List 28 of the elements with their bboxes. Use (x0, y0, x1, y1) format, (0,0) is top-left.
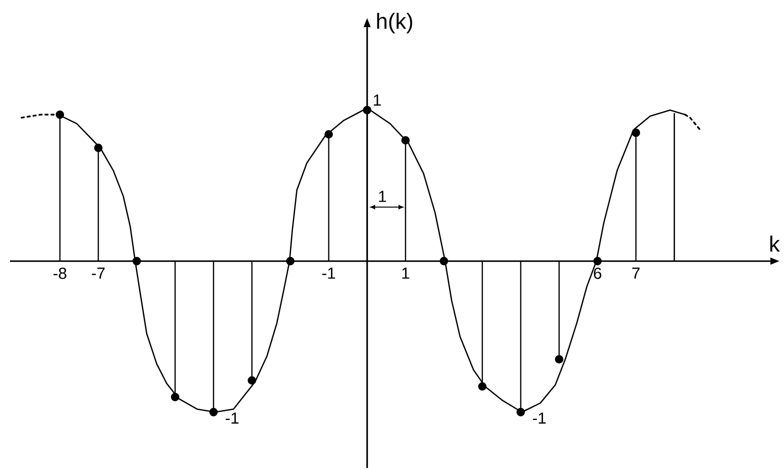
point (209, 408, 218, 416)
point (170, 392, 180, 402)
point (478, 382, 487, 391)
x-tick-label: -1 (322, 268, 336, 279)
x-tick-label: -8 (54, 268, 66, 279)
point (286, 256, 295, 266)
data-label: -1 (532, 412, 546, 424)
point (362, 106, 372, 114)
point (554, 355, 564, 364)
annotation: 1 (379, 190, 386, 202)
point (248, 376, 256, 385)
x-tick-label: 1 (402, 268, 410, 279)
data-label: 1 (374, 94, 381, 106)
point (632, 128, 640, 137)
point (593, 256, 602, 266)
point (401, 136, 410, 145)
point (440, 256, 448, 266)
point (56, 110, 64, 119)
x-tick-label: -7 (92, 268, 105, 279)
point (94, 144, 103, 152)
point (132, 256, 141, 266)
y-axis-title: h(k) (377, 12, 412, 34)
x-tick-label: 7 (632, 268, 640, 279)
point (324, 130, 333, 138)
data-label: -1 (226, 412, 238, 424)
point (516, 408, 525, 416)
x-tick-label: 6 (594, 268, 602, 279)
x-axis-title: k (770, 236, 780, 252)
